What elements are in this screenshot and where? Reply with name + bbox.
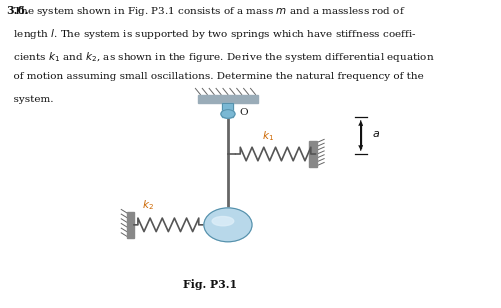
Text: of motion assuming small oscillations. Determine the natural frequency of the: of motion assuming small oscillations. D…: [7, 72, 423, 81]
Text: system.: system.: [7, 95, 53, 103]
Bar: [198, 95, 258, 103]
Text: $k_1$: $k_1$: [262, 129, 274, 143]
Circle shape: [221, 110, 235, 118]
Text: The system shown in Fig. P3.1 consists of a mass $m$ and a massless rod of: The system shown in Fig. P3.1 consists o…: [7, 5, 405, 18]
Bar: [309, 141, 317, 167]
Bar: [222, 103, 233, 117]
Text: cients $k_1$ and $k_2$, as shown in the figure. Derive the system differential e: cients $k_1$ and $k_2$, as shown in the …: [7, 50, 434, 63]
Ellipse shape: [204, 208, 252, 242]
Text: 3.6.: 3.6.: [7, 5, 29, 16]
Text: $a$: $a$: [372, 129, 380, 139]
Text: O: O: [239, 108, 247, 117]
Text: Fig. P3.1: Fig. P3.1: [183, 278, 237, 290]
Bar: [127, 212, 134, 238]
Text: length $l$. The system is supported by two springs which have stiffness coeffi-: length $l$. The system is supported by t…: [7, 27, 416, 41]
Ellipse shape: [212, 217, 234, 226]
Bar: [222, 103, 233, 117]
Text: $k_2$: $k_2$: [142, 198, 154, 212]
